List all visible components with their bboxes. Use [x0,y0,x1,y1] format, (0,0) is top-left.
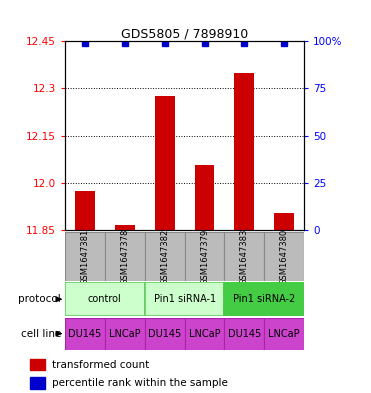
Bar [30,359,45,370]
Text: DU145: DU145 [228,329,261,339]
Text: GSM1647378: GSM1647378 [120,228,129,285]
Text: cell line: cell line [21,329,61,339]
Text: GSM1647379: GSM1647379 [200,228,209,285]
Bar [30,377,45,389]
Text: GSM1647382: GSM1647382 [160,228,169,285]
Bar [224,318,264,350]
Text: GSM1647380: GSM1647380 [280,228,289,285]
Text: LNCaP: LNCaP [189,329,220,339]
Bar [105,232,145,281]
Bar [234,73,255,230]
Text: Pin1 siRNA-1: Pin1 siRNA-1 [154,294,216,304]
Bar [264,232,304,281]
Bar [264,318,304,350]
Text: Pin1 siRNA-2: Pin1 siRNA-2 [233,294,295,304]
Bar [185,232,224,281]
Bar [145,282,224,316]
Bar [75,191,95,230]
Text: GSM1647383: GSM1647383 [240,228,249,285]
Bar [224,282,304,316]
Text: LNCaP: LNCaP [109,329,141,339]
Bar [65,282,145,316]
Bar [274,213,294,230]
Bar [145,232,185,281]
Text: transformed count: transformed count [52,360,149,369]
Bar [194,165,214,230]
Title: GDS5805 / 7898910: GDS5805 / 7898910 [121,27,248,40]
Text: LNCaP: LNCaP [269,329,300,339]
Text: control: control [88,294,122,304]
Text: DU145: DU145 [148,329,181,339]
Bar [65,232,105,281]
Bar [224,232,264,281]
Bar [65,318,105,350]
Bar [115,225,135,230]
Bar [145,318,185,350]
Text: percentile rank within the sample: percentile rank within the sample [52,378,228,388]
Bar [155,96,175,230]
Text: GSM1647381: GSM1647381 [81,228,89,285]
Text: protocol: protocol [19,294,61,304]
Bar [105,318,145,350]
Bar [185,318,224,350]
Text: DU145: DU145 [68,329,102,339]
